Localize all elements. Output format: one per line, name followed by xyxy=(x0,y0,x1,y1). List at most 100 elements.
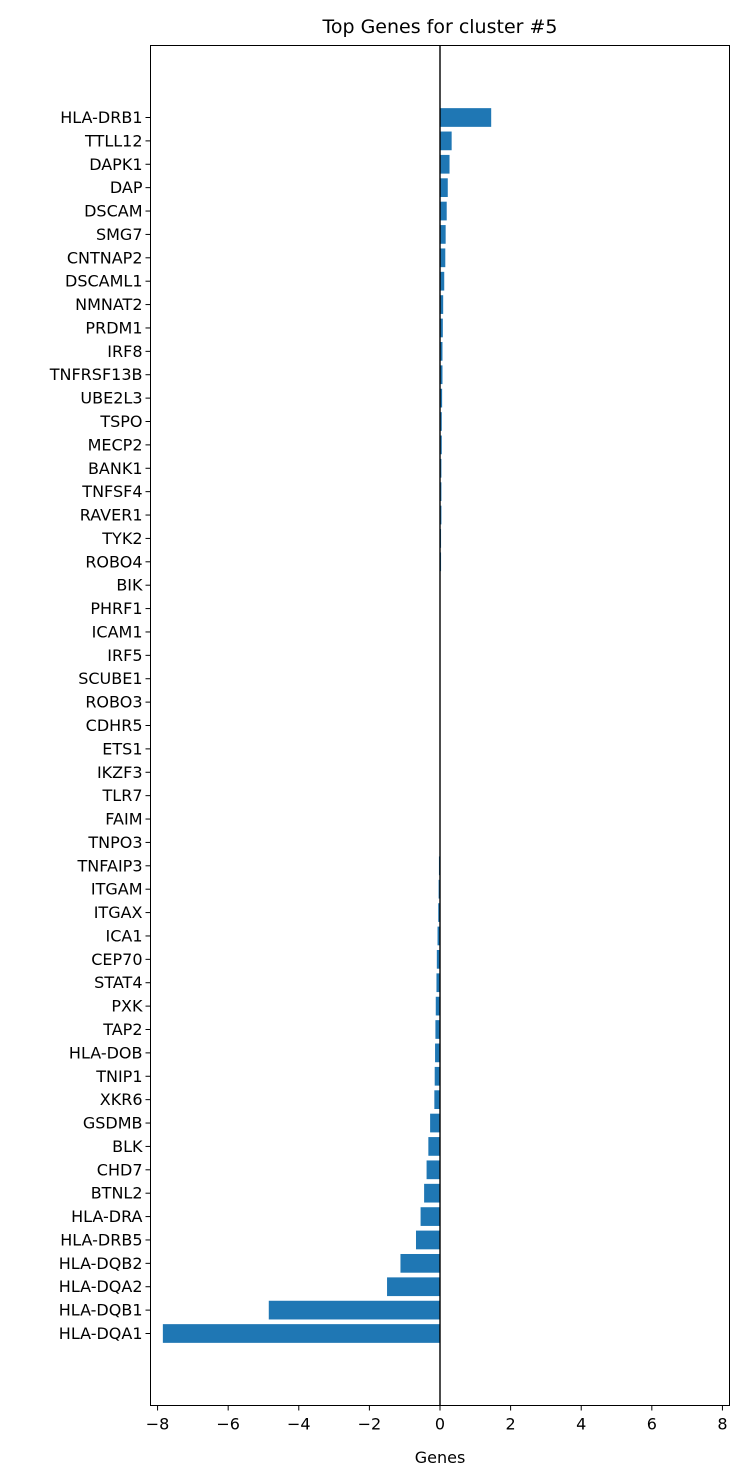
y-tick-label: DSCAML1 xyxy=(65,272,143,291)
y-tick-label: TAP2 xyxy=(102,1020,142,1039)
y-tick-label: TNFAIP3 xyxy=(77,856,143,875)
x-tick-label: −8 xyxy=(146,1415,170,1434)
y-tick-label: TNFRSF13B xyxy=(49,365,143,384)
chart-title: Top Genes for cluster #5 xyxy=(321,16,557,38)
y-tick-label: TSPO xyxy=(99,412,142,431)
bars-group xyxy=(162,108,492,1343)
y-tick-label: NMNAT2 xyxy=(75,295,142,314)
bar-irf8 xyxy=(440,341,443,361)
y-tick-label: SMG7 xyxy=(96,225,143,244)
y-tick-label: FAIM xyxy=(105,810,142,829)
bar-tnfsf4 xyxy=(440,482,442,502)
bar-hla-dqb2 xyxy=(400,1253,440,1273)
bar-hla-dob xyxy=(435,1043,440,1063)
y-tick-label: HLA-DOB xyxy=(69,1043,143,1062)
y-tick-label: ICA1 xyxy=(105,926,142,945)
y-tick-label: BIK xyxy=(116,576,143,595)
y-tick-label: TNFSF4 xyxy=(81,482,142,501)
y-tick-label: TNIP1 xyxy=(95,1067,142,1086)
y-tick-label: CNTNAP2 xyxy=(67,248,143,267)
bar-cntnap2 xyxy=(440,248,446,268)
bar-dap xyxy=(440,178,448,198)
bar-itgax xyxy=(438,903,440,922)
y-tick-label: STAT4 xyxy=(94,973,142,992)
y-tick-label: ROBO3 xyxy=(85,693,142,712)
bar-tspo xyxy=(440,412,442,431)
y-tick-label: TLR7 xyxy=(102,786,143,805)
y-tick-label: PHRF1 xyxy=(90,599,142,618)
y-tick-label: ROBO4 xyxy=(85,552,142,571)
bar-hla-dqb1 xyxy=(268,1300,440,1320)
y-tick-label: BTNL2 xyxy=(91,1184,143,1203)
x-tick-label: −2 xyxy=(358,1415,382,1434)
bar-mecp2 xyxy=(440,435,442,455)
y-tick-label: ITGAM xyxy=(91,880,143,899)
x-tick-label: −6 xyxy=(216,1415,240,1434)
y-tick-label: HLA-DRB1 xyxy=(60,108,142,127)
bar-chd7 xyxy=(426,1160,440,1180)
x-tick-label: −4 xyxy=(287,1415,311,1434)
y-tick-label: ETS1 xyxy=(102,739,142,758)
bar-dapk1 xyxy=(440,154,450,174)
bar-btnl2 xyxy=(424,1183,440,1203)
bar-ttll12 xyxy=(440,131,452,151)
y-tick-label: IRF5 xyxy=(107,646,142,665)
y-tick-label: HLA-DQB2 xyxy=(59,1254,143,1273)
bar-xkr6 xyxy=(434,1090,440,1110)
y-tick-label: MECP2 xyxy=(88,435,143,454)
y-tick-label: XKR6 xyxy=(100,1090,143,1109)
y-tick-label: CEP70 xyxy=(91,950,142,969)
bar-ica1 xyxy=(437,926,440,946)
bar-tnip1 xyxy=(434,1066,440,1086)
y-axis-ticks: HLA-DRB1 TTLL12 DAPK1 DAP DSCAM SMG7 CNTNAP2 DS… xyxy=(49,108,151,1343)
y-tick-label: HLA-DQB1 xyxy=(59,1301,143,1320)
y-tick-label: UBE2L3 xyxy=(80,389,142,408)
y-tick-label: DAP xyxy=(110,178,143,197)
y-tick-label: HLA-DRA xyxy=(71,1207,142,1226)
y-tick-label: BLK xyxy=(112,1137,143,1156)
bar-blk xyxy=(428,1137,440,1156)
y-tick-label: ITGAX xyxy=(94,903,143,922)
bar-gsdmb xyxy=(430,1113,440,1133)
bar-bank1 xyxy=(440,458,442,478)
y-tick-label: PXK xyxy=(111,997,143,1016)
y-tick-label: SCUBE1 xyxy=(78,669,142,688)
bar-nmnat2 xyxy=(440,295,444,314)
bar-raver1 xyxy=(440,505,442,525)
x-axis-ticks: −8 −6 −4 −2 0 2 4 6 8 xyxy=(146,1405,728,1434)
bar-smg7 xyxy=(440,225,446,244)
y-tick-label: CDHR5 xyxy=(86,716,143,735)
y-tick-label: TTLL12 xyxy=(84,131,142,150)
x-tick-label: 8 xyxy=(717,1415,727,1434)
bar-dscaml1 xyxy=(440,271,445,291)
bar-tap2 xyxy=(435,1020,440,1039)
bar-stat4 xyxy=(436,973,440,993)
bar-hla-drb5 xyxy=(415,1230,440,1250)
bar-dscam xyxy=(440,201,447,221)
bar-itgam xyxy=(438,879,440,899)
y-tick-label: BANK1 xyxy=(88,459,143,478)
bar-cep70 xyxy=(436,949,440,969)
y-tick-label: TYK2 xyxy=(101,529,142,548)
y-tick-label: TNPO3 xyxy=(87,833,142,852)
x-tick-label: 6 xyxy=(647,1415,657,1434)
y-tick-label: CHD7 xyxy=(97,1160,143,1179)
bar-tnfrsf13b xyxy=(440,365,443,385)
x-tick-label: 0 xyxy=(435,1415,445,1434)
x-axis-label: Genes xyxy=(415,1448,466,1467)
y-tick-label: HLA-DQA1 xyxy=(59,1324,143,1343)
y-tick-label: GSDMB xyxy=(83,1114,143,1133)
bar-hla-drb1 xyxy=(440,108,492,127)
bar-ube2l3 xyxy=(440,388,443,408)
bar-hla-dqa1 xyxy=(162,1324,441,1343)
y-tick-label: IRF8 xyxy=(107,342,142,361)
y-tick-label: IKZF3 xyxy=(97,763,143,782)
y-tick-label: ICAM1 xyxy=(92,622,143,641)
y-tick-label: HLA-DQA2 xyxy=(59,1277,143,1296)
y-tick-label: PRDM1 xyxy=(85,318,142,337)
y-tick-label: DSCAM xyxy=(84,202,142,221)
x-tick-label: 2 xyxy=(506,1415,516,1434)
y-tick-label: RAVER1 xyxy=(80,506,143,525)
y-tick-label: DAPK1 xyxy=(89,155,142,174)
